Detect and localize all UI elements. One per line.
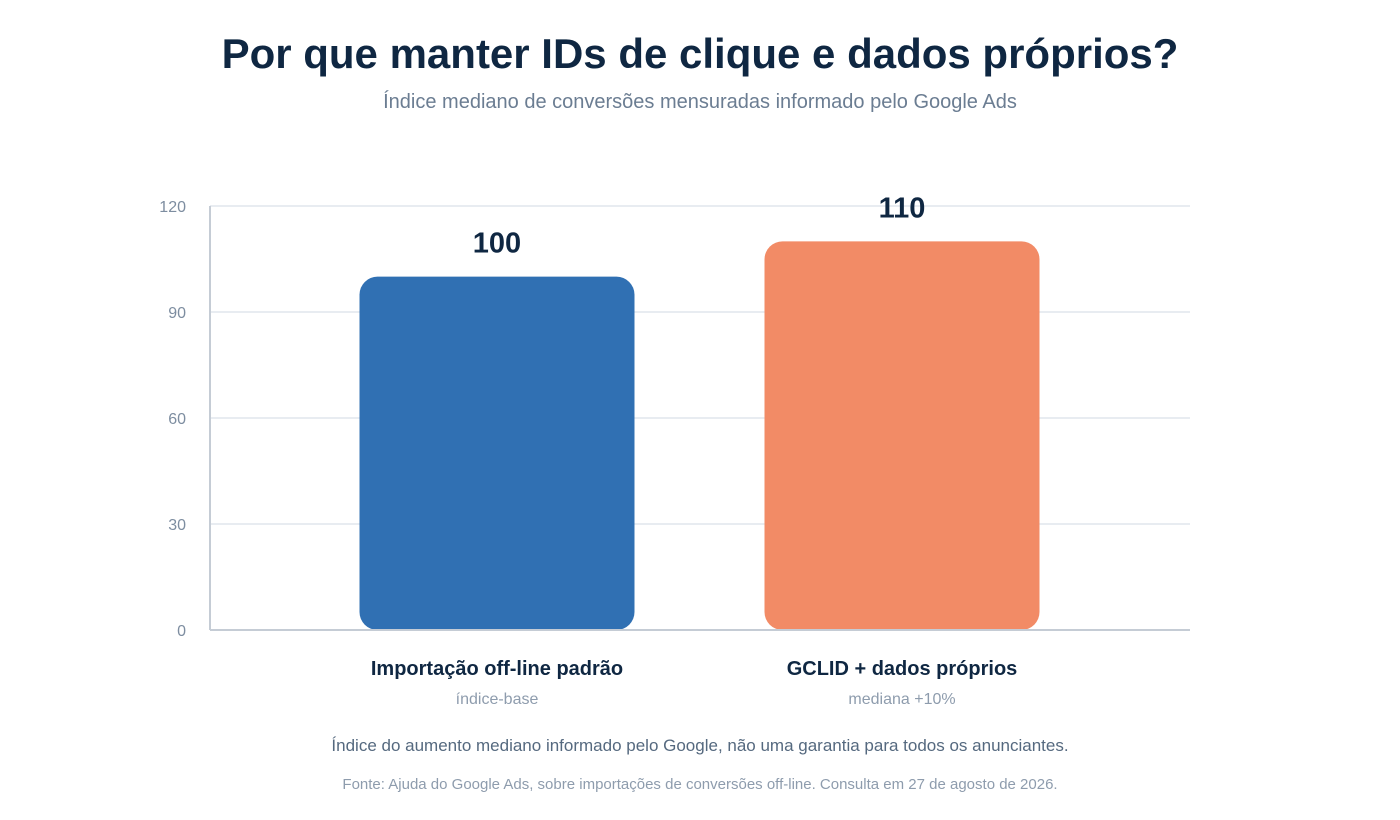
bar	[359, 276, 635, 630]
category-sublabel: índice-base	[456, 691, 539, 708]
bar	[764, 241, 1040, 631]
data-label: 100	[473, 228, 521, 260]
chart-source: Fonte: Ajuda do Google Ads, sobre import…	[342, 776, 1058, 793]
chart-note: Índice do aumento mediano informado pelo…	[331, 736, 1069, 755]
y-tick-label: 30	[168, 517, 186, 534]
category-sublabel: mediana +10%	[848, 691, 955, 708]
y-tick-label: 60	[168, 411, 186, 428]
category-label: Importação off-line padrão	[371, 658, 623, 680]
y-tick-label: 120	[159, 199, 186, 216]
y-tick-label: 0	[177, 623, 186, 640]
category-label: GCLID + dados próprios	[787, 658, 1018, 680]
y-tick-label: 90	[168, 305, 186, 322]
data-label: 110	[879, 192, 926, 224]
chart-title: Por que manter IDs de clique e dados pró…	[221, 30, 1179, 77]
chart-subtitle: Índice mediano de conversões mensuradas …	[383, 91, 1017, 113]
